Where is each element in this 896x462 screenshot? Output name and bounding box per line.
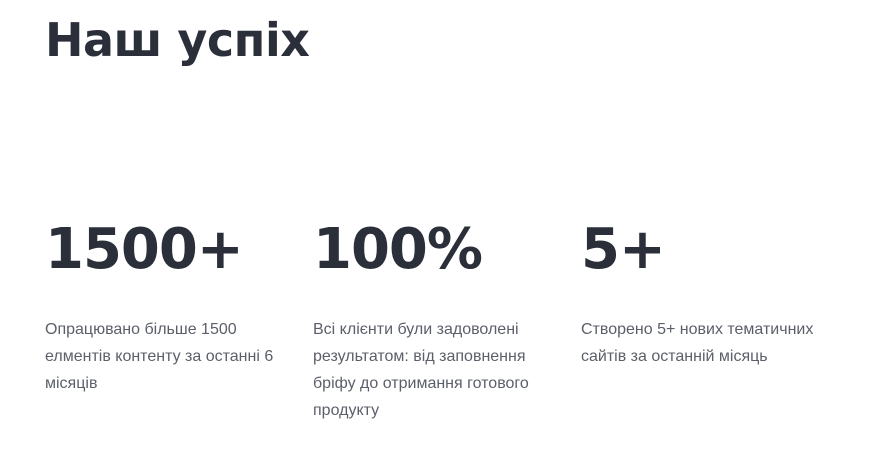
stat-value: 100% — [313, 217, 483, 282]
stat-value: 1500+ — [45, 217, 244, 282]
stat-description: Опрацювано більше 1500 елментів контенту… — [45, 321, 274, 392]
stat-description: Створено 5+ нових тематичних сайтів за о… — [581, 321, 814, 365]
stats-row: 1500+ Опрацювано більше 1500 елментів ко… — [45, 212, 865, 452]
stat-value: 5+ — [581, 217, 666, 282]
stat-item: 100% Всі клієнти були задоволені результ… — [313, 212, 553, 424]
stat-item: 1500+ Опрацювано більше 1500 елментів ко… — [45, 212, 285, 397]
stat-item: 5+ Створено 5+ нових тематичних сайтів з… — [581, 212, 821, 370]
section-title: Наш успіх — [45, 13, 310, 67]
stat-description: Всі клієнти були задоволені результатом:… — [313, 321, 529, 419]
